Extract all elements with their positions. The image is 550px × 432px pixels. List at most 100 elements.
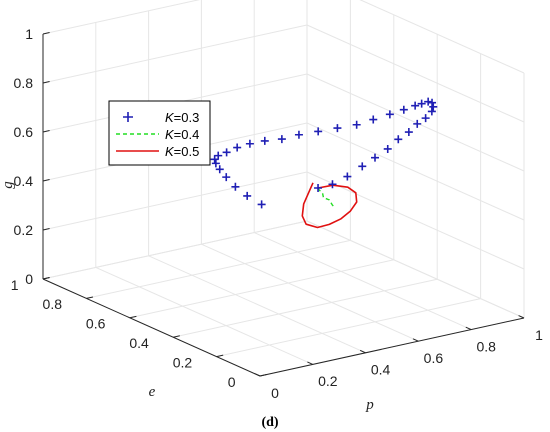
y-tick-label-0: 0 bbox=[228, 374, 236, 390]
floor-gridline-y-5 bbox=[42, 220, 308, 280]
right-wall-gridline-z-3 bbox=[306, 73, 525, 172]
series-k-0.3-marker bbox=[383, 144, 392, 153]
series-k-0.3-marker bbox=[231, 182, 240, 191]
series-k-0.3-marker bbox=[233, 143, 242, 152]
z-tick-label-2: 0.4 bbox=[14, 173, 34, 189]
axis-layer: 0 0 0 0.2 0.2 0.2 0.4 0.4 0.4 0.6 0.6 0.6 0.8 0.8 0.8 1… bbox=[11, 26, 543, 401]
series-k-0.3-marker bbox=[404, 128, 413, 137]
series-k-0.3-marker bbox=[294, 130, 303, 139]
x-tick-label-0: 0 bbox=[271, 385, 279, 401]
right-wall-gridline-z-5 bbox=[359, 0, 525, 74]
floor-gridline-y-2 bbox=[173, 278, 438, 338]
y-axis-label: e bbox=[149, 384, 156, 400]
x-tick-mark-0 bbox=[254, 373, 261, 377]
legend-entry-1-value: =0.4 bbox=[174, 127, 200, 142]
series-k-0.3-marker bbox=[214, 151, 223, 160]
series-k-0.3-marker bbox=[243, 191, 252, 200]
legend-entry-0: K=0.3 bbox=[123, 110, 199, 125]
series-k-0.3-marker bbox=[369, 115, 378, 124]
panel-label: (d) bbox=[261, 415, 278, 430]
series-k-0.3-marker bbox=[413, 119, 422, 128]
series-layer bbox=[210, 97, 438, 229]
series-k-0.3-marker bbox=[385, 110, 394, 119]
series-k-0.3-marker bbox=[358, 162, 367, 171]
y-tick-label-4: 0.8 bbox=[43, 296, 63, 312]
right-wall-gridline-z-2 bbox=[306, 122, 525, 221]
legend-entry-2-label: K=0.5 bbox=[165, 144, 199, 159]
series-k-0.3-marker bbox=[417, 99, 426, 108]
x-tick-mark-1 bbox=[307, 361, 314, 365]
legend-box bbox=[108, 100, 211, 166]
legend-entry-1-label: K=0.4 bbox=[165, 127, 199, 142]
series-k-0.3-marker bbox=[421, 114, 430, 123]
z-tick-mark-4 bbox=[42, 81, 50, 84]
series-k-0.3-marker bbox=[424, 97, 433, 106]
legend-entry-0-swatch bbox=[123, 112, 133, 122]
series-k-0.3-marker bbox=[211, 159, 220, 168]
right-wall-gridline-z-1 bbox=[306, 171, 525, 270]
series-k-0.3-marker bbox=[277, 135, 286, 144]
series-k-0.3-marker bbox=[411, 101, 420, 110]
series-k-0.3-marker bbox=[429, 102, 438, 111]
legend-entry-2-symbol: K bbox=[165, 144, 175, 159]
series-k-0.3-marker bbox=[215, 165, 224, 174]
z-tick-mark-1 bbox=[42, 228, 50, 231]
floor-gridline-y-4 bbox=[86, 239, 351, 299]
series-k-0.3-marker bbox=[371, 153, 379, 162]
series-k-0.3-marker bbox=[394, 135, 403, 144]
series-k-0.3-marker bbox=[428, 98, 437, 107]
z-tick-label-0: 0 bbox=[25, 271, 33, 287]
series-k-0.5-line bbox=[301, 182, 358, 229]
series-k-0.3-marker bbox=[427, 107, 436, 116]
z-axis-label: g bbox=[0, 181, 16, 189]
x-tick-mark-2 bbox=[359, 349, 366, 354]
y-tick-mark-0 bbox=[259, 374, 267, 377]
series-k-0.3-marker bbox=[328, 180, 337, 189]
x-tick-mark-3 bbox=[412, 338, 419, 342]
series-k-0.3-marker bbox=[210, 155, 219, 164]
floor-gridline-x-5 bbox=[306, 220, 525, 319]
x-tick-label-4: 0.8 bbox=[476, 338, 496, 354]
z-tick-mark-5 bbox=[42, 32, 50, 35]
legend-entry-0-label: K=0.3 bbox=[165, 110, 199, 125]
z-tick-label-4: 0.8 bbox=[14, 75, 34, 91]
series-k-0.3-marker bbox=[245, 139, 254, 148]
x-tick-label-5: 1 bbox=[535, 327, 543, 343]
y-tick-label-2: 0.4 bbox=[129, 335, 149, 351]
grid-layer bbox=[42, 0, 525, 377]
z-tick-mark-2 bbox=[42, 179, 50, 182]
legend-entry-0-value: =0.3 bbox=[174, 110, 200, 125]
legend-entry-1: K=0.4 bbox=[116, 127, 199, 142]
back-wall-gridline-z-4 bbox=[42, 24, 308, 84]
legend-entry-2: K=0.5 bbox=[116, 144, 199, 159]
y-tick-mark-4 bbox=[86, 296, 94, 299]
floor-gridline-y-3 bbox=[129, 259, 394, 319]
y-tick-label-1: 0.2 bbox=[173, 354, 193, 370]
series-k-0.4-line bbox=[317, 187, 336, 209]
floor-gridline-x-4 bbox=[253, 232, 472, 331]
x-tick-label-3: 0.6 bbox=[424, 350, 444, 366]
series-k-0.3-marker bbox=[343, 172, 352, 181]
x-axis-line bbox=[259, 317, 525, 377]
legend-entry-1-symbol: K bbox=[165, 127, 175, 142]
floor-gridline-y-1 bbox=[216, 298, 481, 358]
legend: K=0.3K=0.4K=0.5 bbox=[108, 100, 211, 166]
y-axis-line bbox=[42, 278, 261, 377]
z-tick-label-3: 0.6 bbox=[14, 124, 34, 140]
floor-gridline-x-2 bbox=[148, 255, 366, 354]
y-tick-mark-5 bbox=[42, 277, 50, 280]
series-k-0.3-marker bbox=[314, 183, 323, 192]
back-wall-gridline-z-5 bbox=[42, 0, 201, 35]
x-tick-label-1: 0.2 bbox=[318, 373, 338, 389]
series-k-0.3-marker bbox=[260, 136, 269, 145]
y-tick-mark-3 bbox=[129, 315, 137, 319]
y-tick-mark-1 bbox=[216, 354, 224, 358]
series-k-0.3-marker bbox=[222, 148, 231, 157]
series-k-0.3-marker bbox=[222, 173, 231, 182]
legend-entry-0-symbol: K bbox=[165, 110, 175, 125]
x-tick-mark-5 bbox=[518, 315, 525, 319]
floor-gridline-x-3 bbox=[201, 243, 419, 342]
x-axis-label: p bbox=[365, 397, 374, 413]
x-tick-mark-4 bbox=[465, 326, 472, 331]
